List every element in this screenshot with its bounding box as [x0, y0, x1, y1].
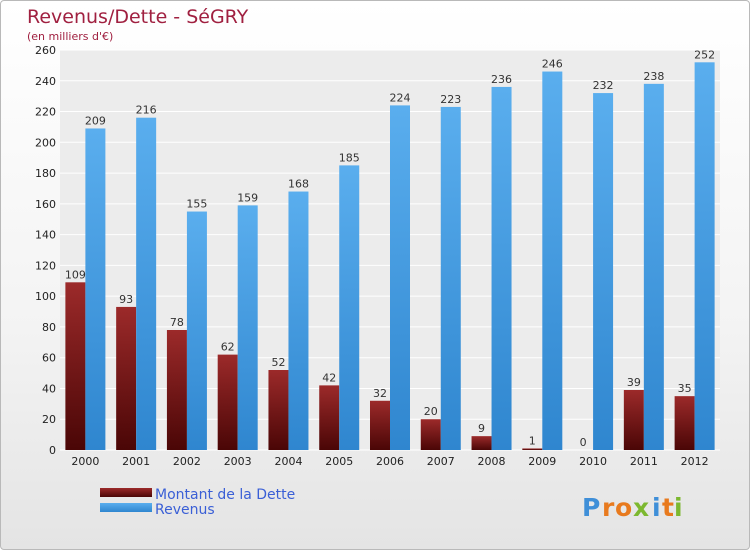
x-tick-label: 2012	[681, 455, 709, 468]
bars	[65, 62, 715, 451]
value-label-dette: 9	[478, 422, 485, 435]
value-label-dette: 39	[627, 376, 641, 389]
x-tick-label: 2001	[122, 455, 150, 468]
value-label-revenus: 238	[643, 70, 664, 83]
y-tick-label: 200	[35, 136, 56, 149]
value-label-revenus: 224	[390, 91, 411, 104]
value-label-revenus: 223	[440, 93, 461, 106]
y-tick-label: 20	[42, 413, 56, 426]
legend: Montant de la Dette Revenus	[100, 487, 295, 518]
bar-revenus	[491, 86, 512, 450]
y-tick-label: 240	[35, 75, 56, 88]
bar-revenus	[593, 93, 614, 451]
logo-letter: o	[615, 493, 632, 522]
legend-swatch-revenus	[100, 503, 152, 512]
value-label-dette: 32	[373, 387, 387, 400]
bar-revenus	[694, 62, 715, 451]
logo-letter: t	[662, 493, 674, 522]
bar-dette	[420, 419, 441, 450]
legend-label-revenus: Revenus	[155, 502, 215, 518]
x-tick-label: 2002	[173, 455, 201, 468]
y-tick-label: 140	[35, 229, 56, 242]
x-tick-label: 2011	[630, 455, 658, 468]
value-labels: 1092099321678155621595216842185322242022…	[65, 48, 715, 449]
bar-revenus	[186, 211, 207, 450]
y-tick-label: 100	[35, 290, 56, 303]
bar-revenus	[85, 128, 106, 450]
x-tick-label: 2005	[325, 455, 353, 468]
chart-subtitle: (en milliers d'€)	[27, 30, 113, 43]
value-label-dette: 62	[221, 341, 235, 354]
value-label-revenus: 246	[542, 58, 563, 71]
y-tick-label: 120	[35, 259, 56, 272]
x-tick-label: 2007	[427, 455, 455, 468]
y-axis-ticks: 0 20 40 60 80 100 120 140 160 180 200 220 240 260	[35, 44, 56, 457]
value-label-revenus: 209	[85, 114, 106, 127]
value-label-dette: 42	[322, 371, 336, 384]
y-tick-label: 0	[49, 444, 56, 457]
value-label-revenus: 216	[136, 104, 157, 117]
bar-dette	[166, 330, 187, 450]
logo-letter: i	[674, 493, 683, 522]
bar-revenus	[390, 105, 410, 450]
value-label-dette: 20	[424, 405, 438, 418]
y-tick-label: 60	[42, 352, 56, 365]
bar-dette	[674, 396, 695, 450]
chart-title: Revenus/Dette - SéGRY	[27, 6, 249, 28]
value-label-revenus: 155	[186, 198, 207, 211]
value-label-dette: 35	[678, 382, 692, 395]
bar-revenus	[643, 83, 664, 450]
x-tick-label: 2009	[528, 455, 556, 468]
logo-letter: P	[582, 493, 600, 522]
value-label-revenus: 232	[593, 79, 614, 92]
value-label-revenus: 168	[288, 178, 309, 191]
x-axis-ticks: 2000 2001 2002 2003 2004 2005 2006 2007 2008 2009…	[71, 455, 708, 468]
value-label-revenus: 185	[339, 151, 360, 164]
x-tick-label: 2006	[376, 455, 404, 468]
value-label-dette: 93	[119, 293, 133, 306]
logo-letter: x	[633, 493, 649, 522]
value-label-dette: 78	[170, 316, 184, 329]
bar-dette	[370, 400, 390, 450]
bar-dette	[471, 436, 492, 450]
x-tick-label: 2008	[478, 455, 506, 468]
bar-dette	[116, 306, 137, 450]
bar-dette	[268, 370, 289, 450]
bar-dette	[623, 390, 644, 450]
x-tick-label: 2003	[224, 455, 252, 468]
value-label-revenus: 159	[237, 191, 258, 204]
value-label-revenus: 252	[694, 48, 715, 61]
y-tick-label: 220	[35, 106, 56, 119]
x-tick-label: 2004	[274, 455, 302, 468]
bar-revenus	[440, 106, 461, 450]
value-label-dette: 1	[529, 434, 536, 447]
y-tick-label: 180	[35, 167, 56, 180]
value-label-dette: 52	[271, 356, 285, 369]
bar-revenus	[288, 191, 309, 451]
legend-label-debt: Montant de la Dette	[155, 487, 295, 503]
y-tick-label: 40	[42, 382, 56, 395]
y-tick-label: 80	[42, 321, 56, 334]
bar-revenus	[237, 205, 258, 450]
y-tick-label: 160	[35, 198, 56, 211]
legend-swatch-debt	[100, 488, 152, 497]
x-tick-label: 2010	[579, 455, 607, 468]
value-label-dette: 109	[65, 268, 86, 281]
y-tick-label: 260	[35, 44, 56, 57]
value-label-revenus: 236	[491, 73, 512, 86]
value-label-dette: 0	[580, 436, 587, 449]
bar-revenus	[339, 165, 360, 450]
x-tick-label: 2000	[71, 455, 99, 468]
bar-dette	[217, 354, 238, 450]
bar-revenus	[136, 117, 157, 450]
bar-dette	[65, 282, 86, 450]
bar-revenus	[542, 71, 563, 451]
bar-dette	[319, 385, 340, 450]
bar-dette	[522, 448, 543, 450]
logo-letter: i	[652, 493, 661, 522]
logo-letter: r	[602, 493, 615, 522]
